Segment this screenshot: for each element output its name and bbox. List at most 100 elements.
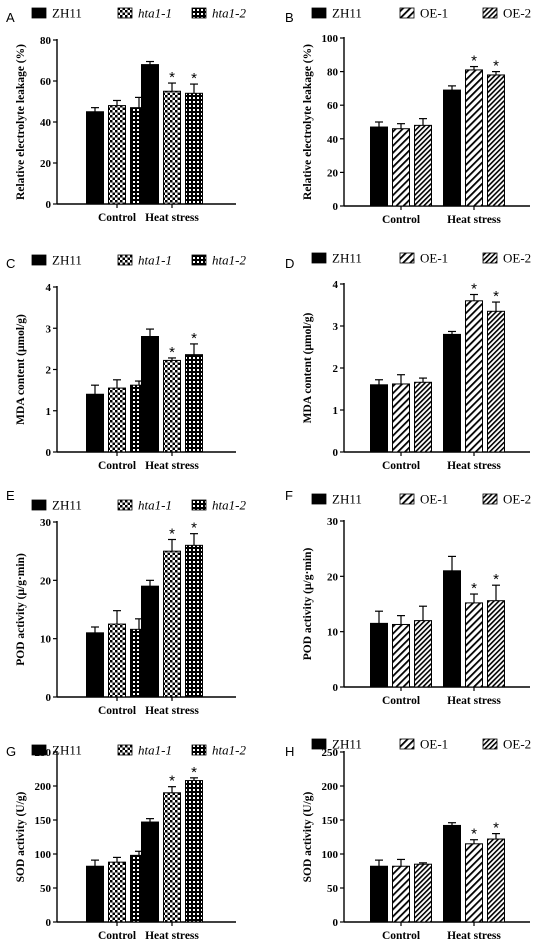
bar (443, 89, 461, 207)
bar (392, 383, 410, 453)
significance-star: * (191, 70, 197, 87)
y-tick-label: 100 (322, 33, 339, 45)
bar (370, 384, 388, 453)
y-tick-label: 30 (40, 517, 52, 529)
bar (414, 863, 432, 923)
x-category-label: Control (382, 695, 420, 707)
y-tick-label: 10 (40, 634, 52, 646)
legend-label: ZH11 (332, 6, 362, 21)
bar (465, 69, 483, 207)
x-category-label: Heat stress (447, 214, 501, 226)
panel-letter: E (6, 488, 15, 503)
significance-star: * (169, 773, 175, 790)
bar (108, 623, 126, 698)
significance-star: * (191, 330, 197, 347)
chart-panel-e: E ZH11 hta1-1 hta1-2 0 10 20 30 POD activity (μ/… (6, 488, 246, 717)
bar (86, 111, 104, 205)
y-tick-label: 4 (46, 282, 52, 294)
legend-swatch (482, 7, 498, 19)
chart-panel-f: F ZH11 OE-1 OE-2 0 10 20 30 POD activity (μ/g·mi… (285, 488, 531, 707)
bar (163, 359, 181, 453)
y-tick-label: 0 (333, 917, 339, 929)
significance-star: * (471, 281, 477, 298)
significance-star: * (471, 53, 477, 70)
legend-label: hta1-2 (212, 253, 246, 268)
y-tick-label: 150 (322, 815, 339, 827)
bar (108, 861, 126, 923)
legend-swatch (399, 252, 415, 264)
bar (185, 92, 203, 205)
panel-letter: A (6, 10, 15, 25)
legend-label: ZH11 (52, 498, 82, 513)
bar (370, 622, 388, 688)
y-tick-label: 50 (327, 883, 339, 895)
panel-letter: H (285, 744, 294, 759)
legend-swatch (482, 252, 498, 264)
y-axis-label: Relative electrolyte leakage (%) (302, 44, 314, 200)
bar (465, 602, 483, 688)
y-axis-label: POD activity (μ/g·min) (15, 553, 27, 666)
y-tick-label: 0 (46, 692, 52, 704)
legend-swatch (311, 738, 327, 750)
x-category-label: Control (98, 930, 136, 942)
bar (141, 585, 159, 698)
chart-panel-h: H ZH11 OE-1 OE-2 0 50 100 150 200 250 SOD activity… (285, 737, 531, 943)
y-tick-label: 150 (35, 815, 52, 827)
bar (163, 792, 181, 923)
bar (141, 64, 159, 205)
bar (392, 865, 410, 923)
legend-swatch (191, 254, 207, 266)
y-tick-label: 200 (322, 781, 339, 793)
y-axis-label: MDA content (μmol/g) (15, 314, 27, 425)
legend-swatch (482, 493, 498, 505)
y-tick-label: 60 (40, 76, 52, 88)
y-tick-label: 1 (333, 405, 339, 417)
bar (414, 620, 432, 688)
chart-panel-b: B ZH11 OE-1 OE-2 0 20 40 60 80 100 Relative electr… (285, 6, 531, 227)
bar (108, 387, 126, 453)
bar (141, 821, 159, 923)
bar (185, 544, 203, 698)
y-tick-label: 20 (327, 167, 339, 179)
significance-star: * (169, 526, 175, 543)
bar (414, 124, 432, 207)
legend-label: ZH11 (52, 253, 82, 268)
y-tick-label: 0 (46, 447, 52, 459)
legend-swatch (482, 738, 498, 750)
bar (185, 780, 203, 923)
x-category-label: Heat stress (145, 930, 199, 942)
chart-panel-g: G ZH11 hta1-1 hta1-2 0 50 100 150 200 250 SOD acti… (6, 743, 246, 943)
bar (141, 336, 159, 453)
legend-swatch (31, 499, 47, 511)
legend-label: OE-2 (503, 251, 531, 266)
significance-star: * (191, 520, 197, 537)
x-category-label: Heat stress (447, 695, 501, 707)
y-tick-label: 3 (46, 323, 52, 335)
bar (370, 126, 388, 207)
significance-star: * (493, 58, 499, 75)
legend-label: ZH11 (52, 743, 82, 758)
legend-label: OE-1 (420, 6, 448, 21)
legend-label: ZH11 (52, 6, 82, 21)
legend-label: ZH11 (332, 251, 362, 266)
panel-letter: C (6, 256, 15, 271)
bar (392, 128, 410, 207)
y-tick-label: 1 (46, 406, 52, 418)
bar (487, 838, 505, 923)
y-tick-label: 80 (327, 67, 339, 79)
legend-label: hta1-1 (138, 498, 172, 513)
legend-swatch (311, 493, 327, 505)
x-category-label: Control (98, 705, 136, 717)
legend-label: hta1-1 (138, 253, 172, 268)
x-category-label: Control (382, 930, 420, 942)
legend-swatch (117, 7, 133, 19)
y-tick-label: 40 (40, 117, 52, 129)
y-tick-label: 250 (35, 747, 52, 759)
y-tick-label: 60 (327, 100, 339, 112)
y-tick-label: 3 (333, 321, 339, 333)
y-axis-label: Relative electrolyte leakage (%) (15, 44, 27, 200)
x-category-label: Heat stress (447, 930, 501, 942)
y-tick-label: 100 (35, 849, 52, 861)
legend-swatch (399, 7, 415, 19)
bar (392, 623, 410, 688)
